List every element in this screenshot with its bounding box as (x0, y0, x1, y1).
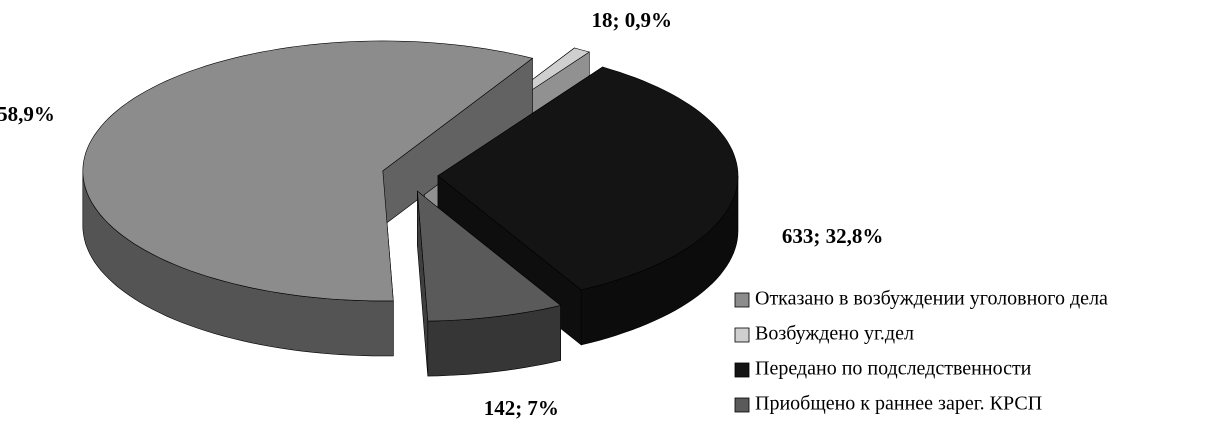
legend-label: Отказано в возбуждении уголовного дела (755, 288, 1108, 310)
slice (82, 40, 534, 357)
slice (417, 190, 562, 322)
legend-swatch (734, 397, 750, 413)
legend-label: Приобщено к раннее зарег. КРСП (755, 393, 1042, 415)
legend-label: Возбуждено уг.дел (755, 323, 914, 345)
slice (437, 66, 739, 346)
data-label: 142; 7% (484, 396, 559, 420)
slice (417, 190, 562, 377)
legend-label: Передано по подследственности (755, 358, 1032, 380)
legend-swatch (734, 362, 750, 378)
slice (82, 40, 534, 302)
slice (437, 66, 739, 291)
legend-swatch (734, 327, 750, 343)
data-label: 633; 32,8% (782, 224, 884, 248)
legend-swatch (734, 292, 750, 308)
data-label: 18; 0,9% (591, 8, 672, 32)
data-label: 1135; 58,9% (0, 102, 55, 126)
